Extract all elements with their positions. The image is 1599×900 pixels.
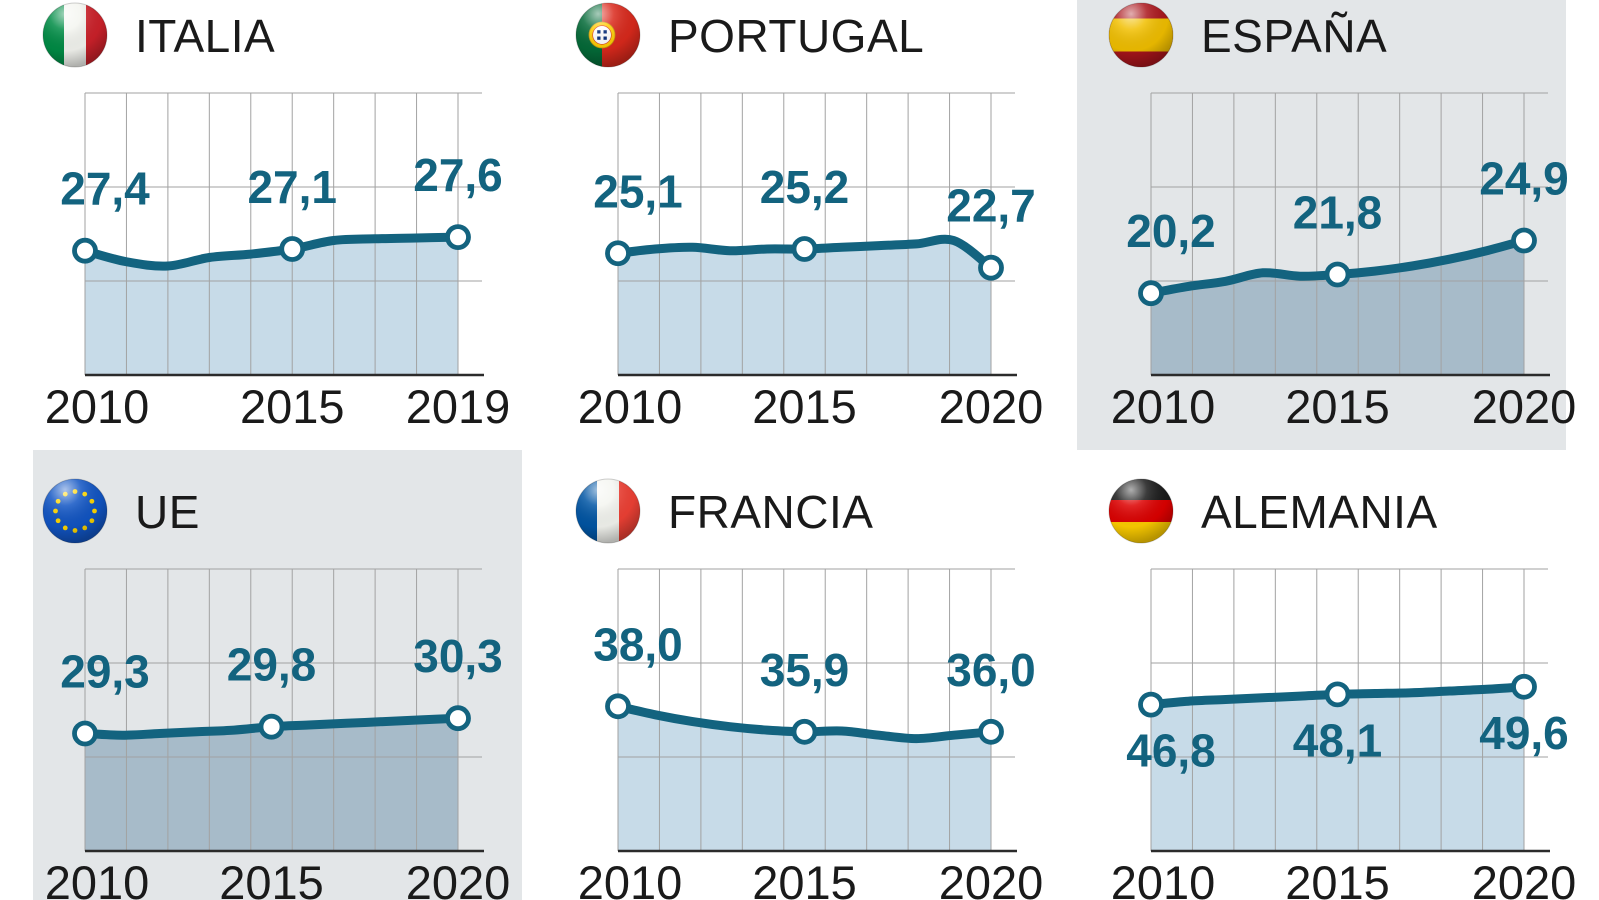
svg-text:2015: 2015 bbox=[752, 380, 857, 433]
svg-text:2010: 2010 bbox=[1111, 380, 1216, 433]
svg-text:2010: 2010 bbox=[1111, 856, 1216, 900]
svg-text:20,2: 20,2 bbox=[1126, 205, 1216, 257]
svg-text:2020: 2020 bbox=[406, 856, 511, 900]
svg-text:35,9: 35,9 bbox=[760, 644, 850, 696]
svg-text:2015: 2015 bbox=[219, 856, 324, 900]
svg-text:22,7: 22,7 bbox=[946, 180, 1036, 232]
svg-text:2020: 2020 bbox=[1472, 380, 1577, 433]
svg-text:2020: 2020 bbox=[1472, 856, 1577, 900]
svg-text:36,0: 36,0 bbox=[946, 644, 1036, 696]
svg-text:2010: 2010 bbox=[578, 380, 683, 433]
svg-text:29,3: 29,3 bbox=[60, 646, 150, 698]
svg-text:25,1: 25,1 bbox=[593, 165, 683, 217]
svg-text:2015: 2015 bbox=[240, 380, 345, 433]
svg-text:48,1: 48,1 bbox=[1293, 714, 1383, 766]
svg-text:27,4: 27,4 bbox=[60, 163, 150, 215]
svg-text:2015: 2015 bbox=[1285, 856, 1390, 900]
svg-text:2019: 2019 bbox=[406, 380, 511, 433]
svg-text:2010: 2010 bbox=[578, 856, 683, 900]
svg-text:24,9: 24,9 bbox=[1479, 153, 1569, 205]
svg-text:27,1: 27,1 bbox=[247, 161, 337, 213]
svg-text:2015: 2015 bbox=[1285, 380, 1390, 433]
svg-text:25,2: 25,2 bbox=[760, 161, 850, 213]
svg-text:2015: 2015 bbox=[752, 856, 857, 900]
svg-text:2010: 2010 bbox=[45, 380, 150, 433]
svg-text:46,8: 46,8 bbox=[1126, 725, 1216, 777]
svg-text:21,8: 21,8 bbox=[1293, 187, 1383, 239]
svg-text:38,0: 38,0 bbox=[593, 618, 683, 670]
svg-text:2020: 2020 bbox=[939, 856, 1044, 900]
svg-text:2010: 2010 bbox=[45, 856, 150, 900]
svg-text:49,6: 49,6 bbox=[1479, 707, 1569, 759]
svg-text:30,3: 30,3 bbox=[413, 630, 503, 682]
svg-text:2020: 2020 bbox=[939, 380, 1044, 433]
svg-text:27,6: 27,6 bbox=[413, 149, 503, 201]
svg-text:29,8: 29,8 bbox=[227, 639, 317, 691]
